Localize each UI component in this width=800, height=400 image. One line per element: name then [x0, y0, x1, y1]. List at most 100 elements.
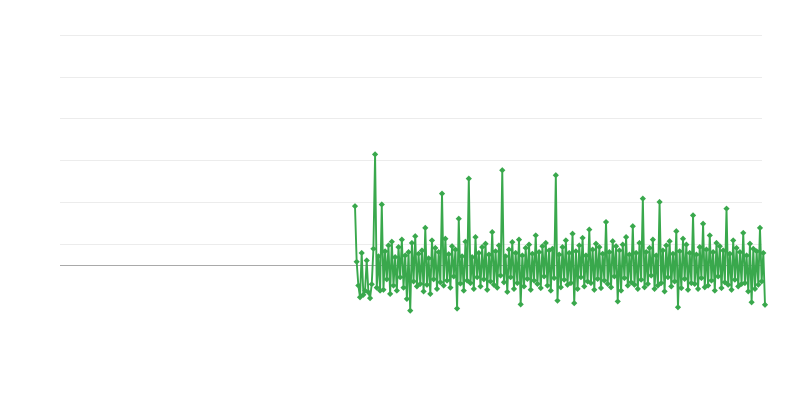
data-point — [586, 226, 593, 233]
series-line-path — [354, 153, 766, 312]
data-point — [746, 240, 754, 247]
data-point — [360, 291, 367, 298]
data-point — [591, 286, 598, 293]
data-point — [571, 300, 578, 307]
data-point — [572, 248, 579, 255]
data-point — [741, 279, 749, 287]
data-point — [597, 284, 605, 292]
data-point — [673, 228, 680, 235]
data-point — [664, 274, 672, 281]
data-point — [671, 278, 678, 285]
data-point — [648, 272, 655, 279]
data-point — [651, 285, 658, 292]
data-point — [373, 284, 380, 291]
data-point — [472, 233, 479, 241]
data-point — [527, 286, 534, 293]
data-point — [676, 248, 683, 255]
data-point — [514, 279, 521, 287]
data-point — [561, 276, 568, 283]
data-point — [634, 285, 641, 292]
data-point — [656, 198, 663, 206]
data-point — [485, 251, 492, 258]
data-point — [643, 249, 650, 256]
data-point — [621, 274, 628, 282]
data-point — [631, 281, 638, 288]
data-point — [522, 244, 529, 252]
data-point — [395, 244, 402, 251]
data-point — [733, 244, 740, 252]
data-point — [479, 244, 486, 251]
data-point — [552, 172, 559, 179]
data-point — [502, 253, 509, 260]
data-point — [556, 251, 563, 258]
data-point — [470, 285, 477, 292]
data-point — [428, 237, 436, 244]
data-point — [510, 285, 518, 292]
data-point — [554, 297, 561, 304]
data-point — [611, 273, 618, 280]
data-point — [457, 280, 464, 287]
data-point — [378, 201, 385, 208]
data-point — [755, 281, 762, 288]
data-point — [730, 237, 737, 244]
data-point — [574, 285, 581, 292]
data-point — [679, 235, 687, 242]
data-point — [400, 284, 407, 291]
data-point — [581, 283, 588, 290]
data-point — [484, 286, 491, 293]
data-point — [689, 212, 697, 219]
data-point — [455, 215, 462, 222]
data-point — [758, 278, 765, 285]
data-point — [437, 279, 444, 286]
data-point — [726, 250, 733, 257]
data-point — [644, 280, 651, 287]
data-point — [569, 230, 576, 237]
data-point — [412, 233, 419, 240]
data-point — [713, 239, 720, 247]
data-point — [519, 252, 526, 259]
data-point — [507, 274, 514, 281]
data-point — [417, 280, 424, 287]
data-point — [694, 285, 702, 292]
data-point — [607, 284, 615, 291]
data-point — [551, 274, 558, 282]
data-point — [718, 284, 725, 292]
data-point — [594, 275, 601, 282]
data-point — [469, 254, 476, 261]
data-point — [427, 290, 434, 298]
data-point — [474, 274, 481, 281]
data-point — [653, 252, 660, 259]
data-point — [438, 190, 446, 197]
data-point — [629, 223, 636, 230]
data-point — [711, 287, 718, 294]
data-point — [500, 279, 508, 286]
data-point — [566, 249, 573, 257]
data-point — [385, 242, 392, 249]
data-point — [524, 275, 531, 282]
data-point — [654, 282, 661, 289]
data-point — [447, 284, 454, 291]
data-point — [433, 285, 441, 292]
data-point — [403, 295, 410, 303]
data-point — [497, 272, 504, 279]
data-point — [535, 249, 543, 256]
data-point — [589, 246, 596, 253]
data-point — [725, 281, 732, 288]
data-point — [557, 284, 564, 291]
data-point — [368, 281, 375, 288]
data-point — [720, 247, 727, 254]
data-point — [576, 242, 583, 249]
data-point — [435, 249, 442, 256]
data-point — [740, 229, 747, 237]
data-point — [738, 280, 745, 287]
data-point — [549, 245, 556, 252]
data-point — [579, 234, 586, 242]
data-point — [432, 244, 439, 252]
data-point — [448, 243, 456, 250]
data-point — [499, 167, 506, 174]
data-point — [562, 237, 569, 244]
data-point — [504, 288, 511, 295]
data-point — [477, 283, 484, 290]
data-point — [464, 277, 471, 284]
